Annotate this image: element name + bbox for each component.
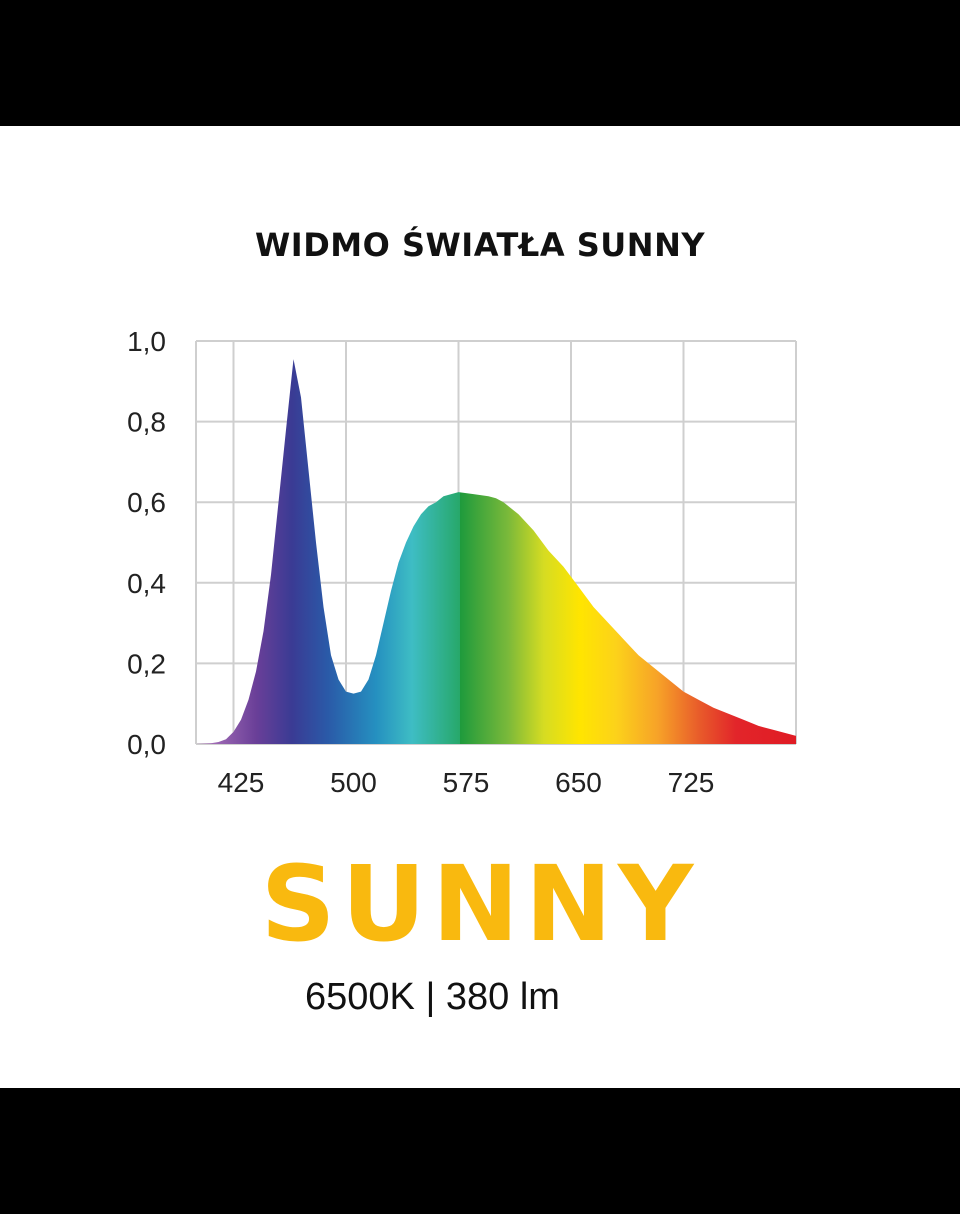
y-tick-label: 0,0 xyxy=(127,729,166,760)
y-tick-label: 1,0 xyxy=(127,326,166,357)
y-axis: 0,0 0,2 0,4 0,6 0,8 1,0 xyxy=(127,326,166,760)
x-tick-label: 575 xyxy=(443,767,490,798)
spectrum-area xyxy=(196,359,796,744)
x-tick-label: 650 xyxy=(555,767,602,798)
chart-title: WIDMO ŚWIATŁA SUNNY xyxy=(254,226,706,264)
x-tick-label: 725 xyxy=(668,767,715,798)
brand-logo: SUNNY xyxy=(260,843,700,965)
spec-text: 6500K | 380 lm xyxy=(305,976,560,1018)
spectrum-chart: 0,0 0,2 0,4 0,6 0,8 1,0 425 500 575 650 725 xyxy=(127,326,797,798)
y-tick-label: 0,2 xyxy=(127,648,166,679)
x-tick-label: 500 xyxy=(330,767,377,798)
y-tick-label: 0,6 xyxy=(127,487,166,518)
y-tick-label: 0,4 xyxy=(127,568,166,599)
y-tick-label: 0,8 xyxy=(127,407,166,438)
x-axis: 425 500 575 650 725 xyxy=(218,767,715,798)
x-tick-label: 425 xyxy=(218,767,265,798)
